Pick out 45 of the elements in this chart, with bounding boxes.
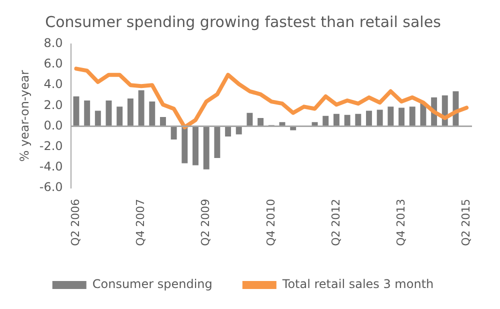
bar bbox=[106, 100, 112, 126]
chart-title: Consumer spending growing fastest than retail sales bbox=[45, 12, 442, 31]
bar bbox=[398, 108, 405, 126]
x-tick-label: Q2 2015 bbox=[459, 198, 472, 246]
y-tick-label: 0.0 bbox=[44, 118, 63, 132]
bar bbox=[214, 126, 220, 158]
x-tick-label: Q4 2010 bbox=[264, 198, 278, 246]
bar bbox=[322, 116, 329, 126]
bar bbox=[246, 112, 253, 126]
bar bbox=[116, 106, 123, 126]
bar bbox=[225, 126, 232, 136]
bar bbox=[160, 116, 166, 126]
x-tick-label: Q4 2013 bbox=[394, 198, 408, 246]
y-tick-label: 4.0 bbox=[44, 77, 63, 92]
bar bbox=[203, 126, 210, 170]
bar bbox=[94, 110, 101, 126]
bar bbox=[376, 110, 383, 126]
legend-label: Total retail sales 3 month bbox=[281, 277, 434, 292]
y-axis-title: % year-on-year bbox=[17, 70, 32, 162]
bar bbox=[170, 126, 177, 140]
x-tick-label: Q2 2006 bbox=[69, 198, 82, 246]
y-tick-label: -2.0 bbox=[39, 138, 63, 153]
bar bbox=[388, 106, 394, 126]
bar bbox=[355, 114, 362, 126]
bar bbox=[138, 90, 144, 126]
bar bbox=[366, 110, 372, 126]
bar bbox=[192, 126, 198, 166]
bar bbox=[84, 100, 90, 126]
bar bbox=[127, 98, 134, 126]
x-tick-label: Q4 2007 bbox=[134, 198, 148, 246]
y-tick-label: 8.0 bbox=[44, 36, 63, 50]
bar bbox=[344, 114, 350, 126]
bar bbox=[182, 126, 188, 164]
x-tick-label: Q2 2009 bbox=[199, 198, 212, 246]
bar bbox=[258, 118, 264, 126]
y-tick-label: -6.0 bbox=[39, 180, 63, 194]
y-tick-label: 6.0 bbox=[44, 56, 63, 71]
bar bbox=[333, 114, 340, 126]
bar bbox=[73, 96, 80, 126]
legend-label: Consumer spending bbox=[92, 277, 212, 292]
y-tick-label: -4.0 bbox=[39, 159, 63, 174]
y-tick-label: 2.0 bbox=[44, 98, 63, 112]
bar bbox=[409, 106, 416, 126]
x-tick-label: Q2 2012 bbox=[329, 198, 342, 246]
bar bbox=[149, 102, 156, 126]
